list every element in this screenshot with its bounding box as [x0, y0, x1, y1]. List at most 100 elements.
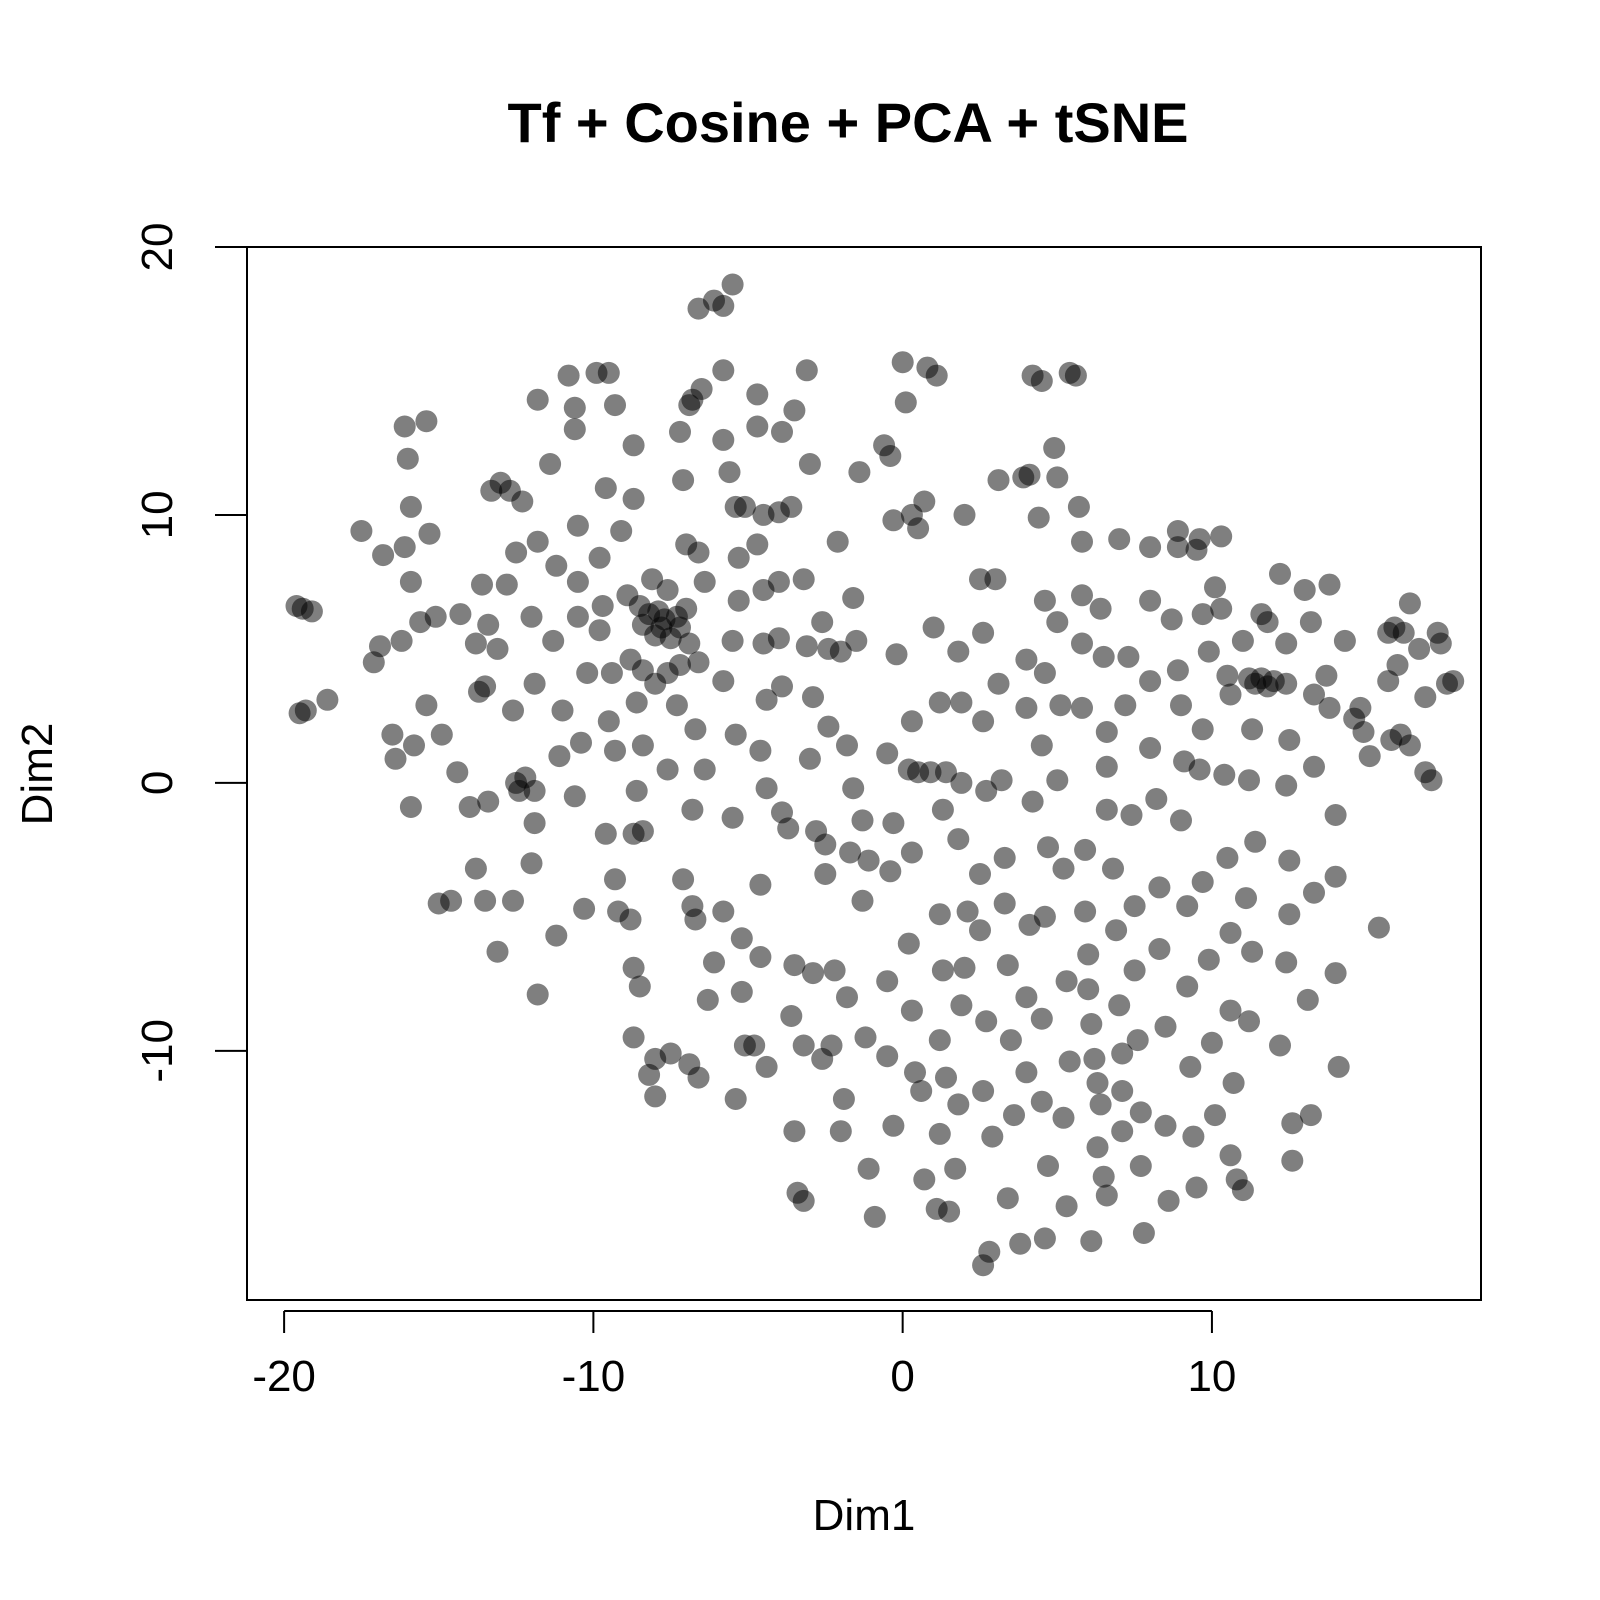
data-point: [1275, 951, 1298, 974]
data-point: [1108, 994, 1131, 1017]
data-point: [1235, 887, 1257, 910]
data-point: [802, 686, 824, 709]
data-point: [1145, 788, 1168, 810]
data-point: [1269, 1034, 1291, 1057]
data-point: [610, 520, 633, 542]
data-point: [783, 954, 806, 977]
data-point: [1148, 876, 1171, 899]
data-point: [678, 632, 701, 655]
data-point: [576, 662, 599, 684]
data-point: [1324, 804, 1347, 826]
data-point: [1324, 962, 1347, 985]
data-point: [882, 1114, 905, 1137]
y-tick-label: 10: [133, 490, 182, 539]
data-point: [783, 399, 806, 422]
data-point: [854, 1026, 877, 1049]
data-point: [972, 710, 995, 733]
data-point: [900, 710, 923, 733]
data-point: [523, 672, 546, 695]
data-point: [1281, 1112, 1304, 1135]
data-point: [458, 796, 481, 818]
data-point: [1377, 670, 1400, 693]
data-point: [975, 1010, 998, 1033]
data-point: [1120, 804, 1143, 826]
data-point: [1213, 763, 1236, 786]
data-point: [746, 533, 769, 556]
data-point: [1210, 597, 1233, 620]
data-point: [953, 956, 976, 979]
data-point: [520, 605, 543, 628]
data-point: [746, 383, 769, 406]
data-point: [836, 734, 858, 757]
data-point: [1281, 1149, 1304, 1172]
data-point: [659, 1042, 682, 1065]
data-point: [1188, 758, 1211, 781]
data-point: [300, 600, 323, 623]
data-point: [1398, 734, 1421, 757]
data-point: [1033, 905, 1056, 928]
data-point: [876, 970, 899, 993]
data-point: [672, 469, 695, 492]
data-point: [975, 779, 998, 802]
data-point: [1170, 694, 1192, 717]
data-point: [947, 640, 970, 663]
data-point: [1092, 645, 1115, 668]
data-point: [1204, 576, 1226, 599]
data-point: [1179, 1055, 1202, 1078]
data-point: [749, 946, 772, 968]
data-point: [1052, 1106, 1075, 1129]
data-point: [588, 546, 611, 569]
data-point: [1055, 1195, 1078, 1218]
data-point: [396, 447, 419, 470]
data-point: [928, 903, 951, 926]
data-point: [919, 761, 942, 784]
data-point: [969, 568, 991, 591]
data-point: [922, 616, 945, 639]
data-point: [622, 956, 645, 979]
data-point: [446, 761, 469, 784]
data-point: [897, 932, 920, 955]
data-point: [1275, 672, 1298, 695]
data-point: [876, 742, 899, 765]
data-point: [996, 1187, 1019, 1210]
data-point: [1139, 737, 1162, 759]
data-point: [1086, 1136, 1109, 1159]
data-point: [771, 420, 793, 443]
data-point: [1102, 857, 1124, 880]
data-point: [1074, 900, 1097, 923]
data-point: [591, 595, 614, 617]
data-point: [712, 359, 735, 382]
data-point: [1129, 1101, 1152, 1124]
data-point: [1129, 1155, 1152, 1177]
data-point: [390, 629, 413, 652]
data-point: [882, 812, 905, 835]
data-point: [1139, 536, 1162, 559]
data-point: [1216, 846, 1239, 869]
data-point: [792, 1034, 815, 1057]
x-tick-label: -10: [562, 1352, 626, 1401]
data-point: [798, 453, 821, 475]
data-point: [767, 570, 790, 593]
data-point: [1210, 525, 1233, 548]
data-point: [1278, 903, 1301, 926]
data-point: [814, 863, 837, 885]
data-point: [526, 388, 549, 411]
data-point: [399, 570, 422, 593]
data-point: [316, 688, 339, 711]
data-point: [1349, 696, 1372, 719]
data-point: [863, 1205, 886, 1228]
data-point: [1191, 718, 1214, 741]
data-point: [712, 900, 735, 923]
data-point: [1367, 916, 1390, 939]
data-point: [931, 798, 954, 821]
data-point: [1015, 648, 1038, 671]
y-tick-label: -10: [133, 1019, 182, 1083]
data-point: [1052, 857, 1075, 880]
data-point: [1067, 495, 1090, 518]
data-point: [839, 841, 862, 864]
data-point: [641, 568, 664, 591]
data-point: [755, 688, 778, 711]
data-point: [721, 273, 744, 296]
data-point: [1071, 632, 1093, 655]
data-point: [928, 1122, 951, 1145]
